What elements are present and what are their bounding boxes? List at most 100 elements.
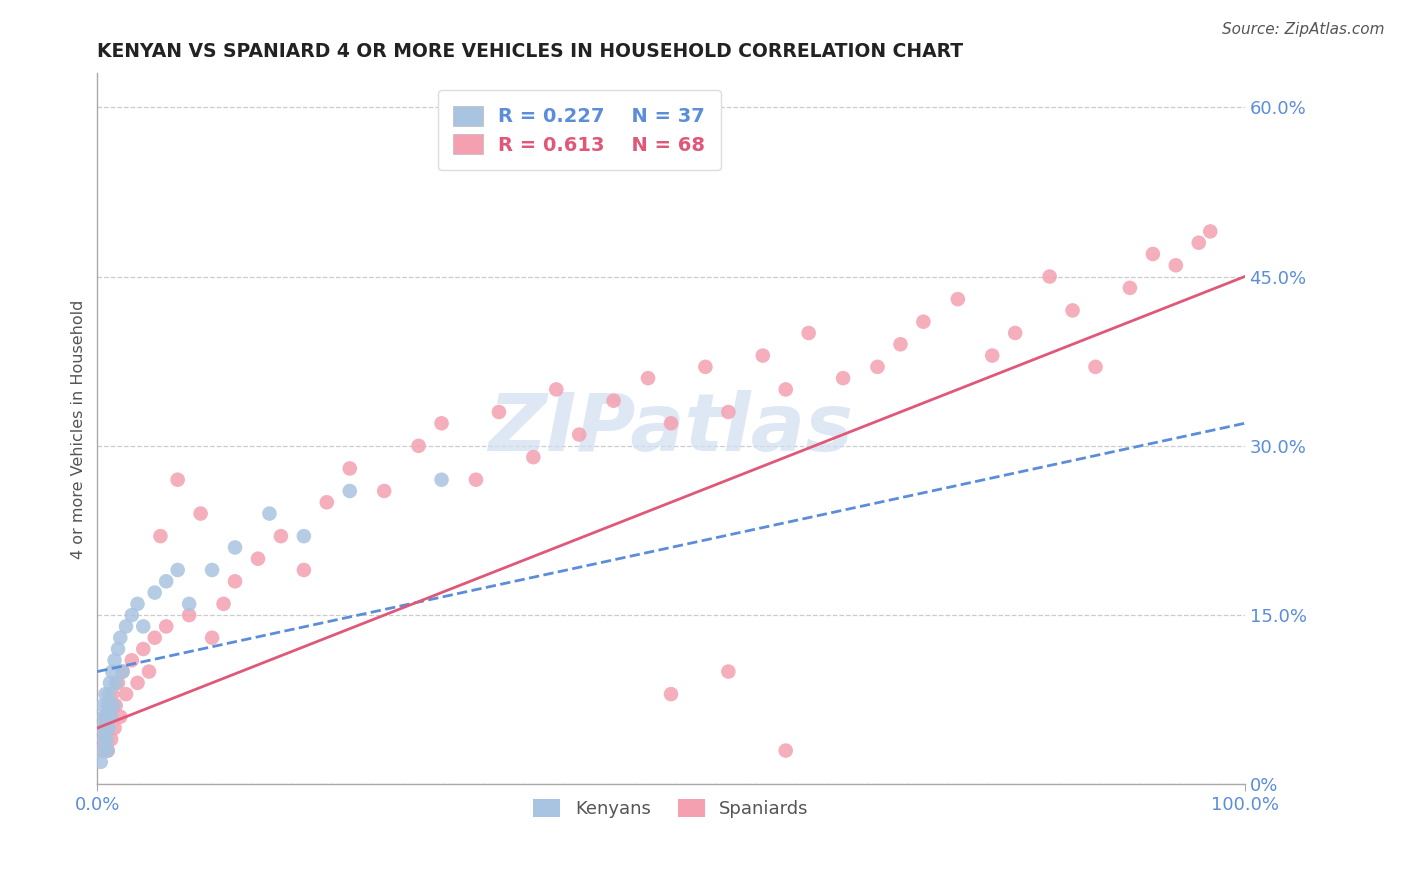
Point — [1039, 269, 1062, 284]
Point — [97, 698, 120, 713]
Point — [97, 721, 120, 735]
Point — [96, 721, 118, 735]
Point — [93, 732, 115, 747]
Legend: Kenyans, Spaniards: Kenyans, Spaniards — [526, 791, 815, 825]
Point — [111, 665, 134, 679]
Point — [224, 541, 246, 555]
Point — [201, 631, 224, 645]
Point — [100, 709, 122, 723]
Point — [179, 608, 201, 623]
Point — [103, 653, 125, 667]
Point — [91, 721, 114, 735]
Point — [97, 698, 120, 713]
Point — [339, 483, 361, 498]
Point — [1142, 247, 1164, 261]
Point — [465, 473, 488, 487]
Point — [752, 349, 775, 363]
Point — [97, 743, 120, 757]
Point — [107, 642, 129, 657]
Point — [1164, 258, 1187, 272]
Point — [127, 597, 149, 611]
Point — [138, 665, 160, 679]
Point — [659, 417, 682, 431]
Point — [1084, 359, 1107, 374]
Point — [115, 619, 138, 633]
Point — [103, 698, 125, 713]
Point — [246, 551, 269, 566]
Point — [775, 383, 797, 397]
Point — [91, 721, 114, 735]
Point — [488, 405, 510, 419]
Point — [568, 427, 591, 442]
Point — [91, 743, 114, 757]
Point — [103, 721, 125, 735]
Point — [695, 359, 717, 374]
Point — [292, 563, 315, 577]
Point — [430, 417, 453, 431]
Point — [127, 676, 149, 690]
Point — [946, 292, 969, 306]
Point — [717, 665, 740, 679]
Point — [149, 529, 172, 543]
Point — [93, 709, 115, 723]
Point — [94, 687, 117, 701]
Point — [98, 709, 121, 723]
Text: Source: ZipAtlas.com: Source: ZipAtlas.com — [1222, 22, 1385, 37]
Point — [659, 687, 682, 701]
Point — [97, 687, 120, 701]
Point — [166, 563, 188, 577]
Point — [373, 483, 395, 498]
Point — [637, 371, 659, 385]
Point — [94, 709, 117, 723]
Point — [104, 698, 127, 713]
Point — [292, 529, 315, 543]
Point — [93, 732, 115, 747]
Point — [115, 687, 138, 701]
Point — [110, 709, 132, 723]
Point — [832, 371, 855, 385]
Point — [408, 439, 430, 453]
Point — [212, 597, 235, 611]
Point — [121, 653, 143, 667]
Point — [1119, 281, 1142, 295]
Point — [315, 495, 337, 509]
Point — [91, 743, 114, 757]
Point — [1188, 235, 1211, 250]
Point — [90, 755, 112, 769]
Point — [98, 676, 121, 690]
Point — [155, 619, 177, 633]
Point — [201, 563, 224, 577]
Point — [143, 585, 166, 599]
Point — [155, 574, 177, 589]
Point — [339, 461, 361, 475]
Point — [602, 393, 624, 408]
Point — [775, 743, 797, 757]
Text: KENYAN VS SPANIARD 4 OR MORE VEHICLES IN HOUSEHOLD CORRELATION CHART: KENYAN VS SPANIARD 4 OR MORE VEHICLES IN… — [97, 42, 963, 61]
Point — [132, 642, 155, 657]
Point — [270, 529, 292, 543]
Point — [190, 507, 212, 521]
Point — [522, 450, 544, 464]
Text: ZIPatlas: ZIPatlas — [488, 390, 853, 468]
Point — [110, 631, 132, 645]
Point — [97, 743, 120, 757]
Point — [259, 507, 281, 521]
Point — [100, 732, 122, 747]
Point — [96, 709, 118, 723]
Point — [866, 359, 889, 374]
Point — [107, 676, 129, 690]
Point — [104, 676, 127, 690]
Point — [912, 315, 935, 329]
Point — [797, 326, 820, 340]
Point — [111, 665, 134, 679]
Point — [101, 687, 124, 701]
Point — [101, 665, 124, 679]
Point — [1062, 303, 1084, 318]
Point — [889, 337, 911, 351]
Point — [96, 732, 118, 747]
Point — [1004, 326, 1026, 340]
Point — [132, 619, 155, 633]
Point — [981, 349, 1004, 363]
Point — [224, 574, 246, 589]
Point — [179, 597, 201, 611]
